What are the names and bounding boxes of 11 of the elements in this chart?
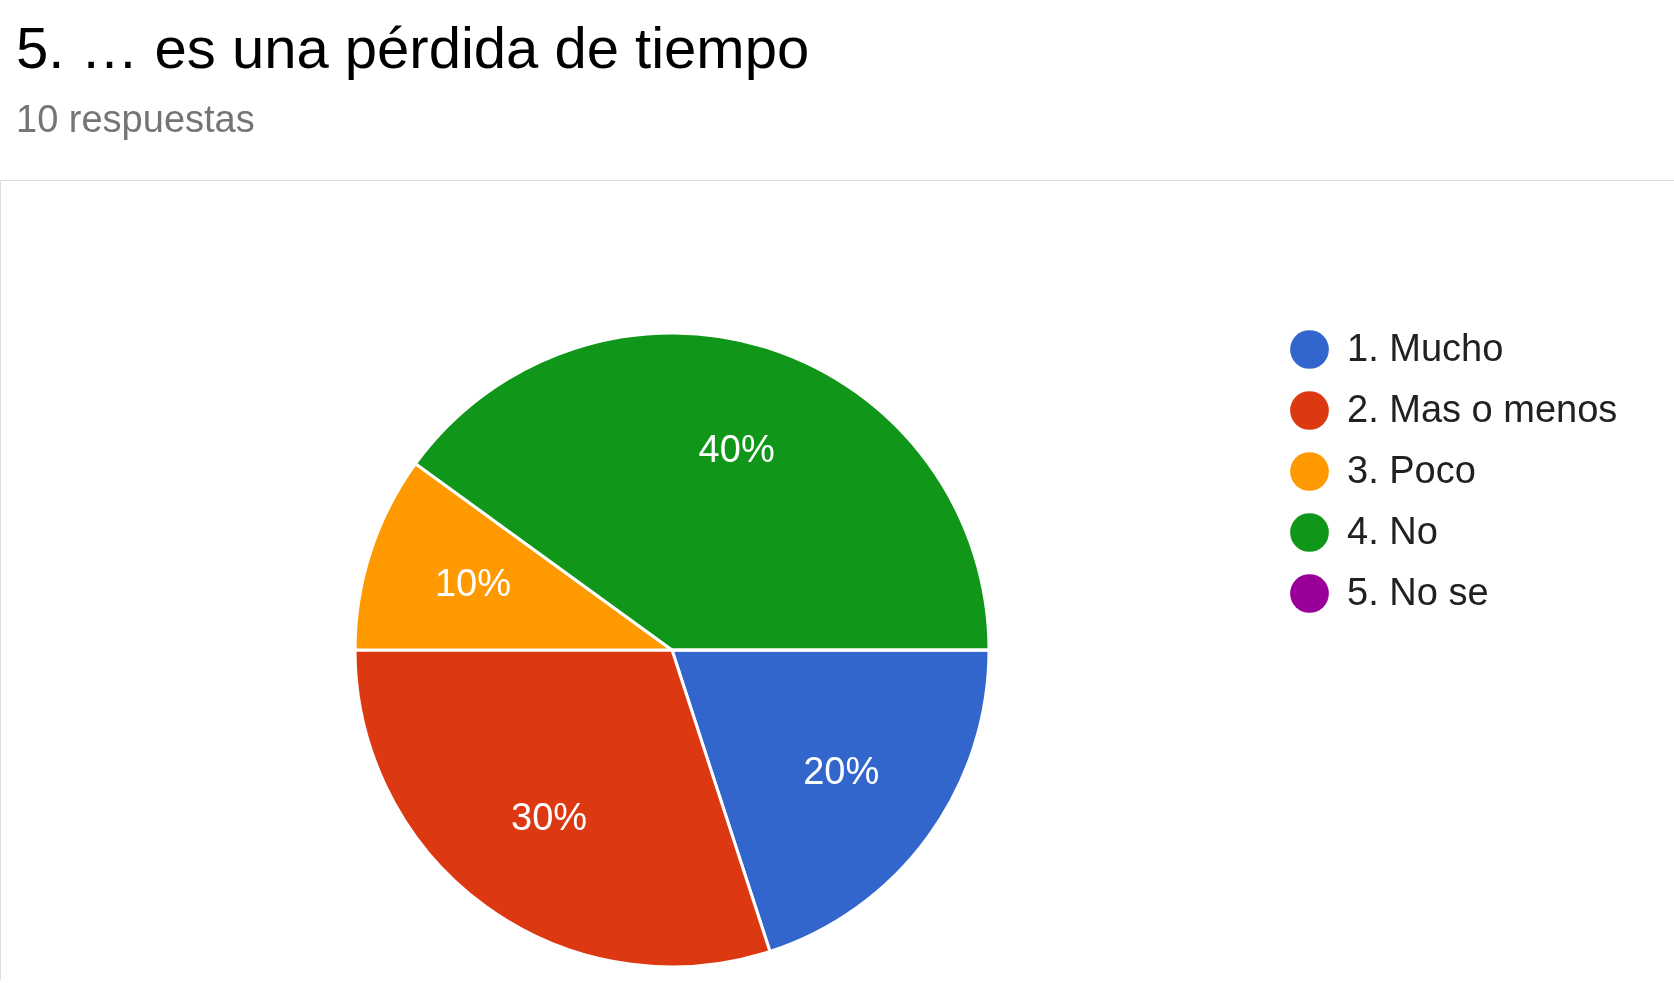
- data-label: 30%: [510, 796, 588, 839]
- data-label: 40%: [698, 428, 775, 471]
- chart-title: 5. … es una pérdida de tiempo: [16, 15, 810, 80]
- chart-subtitle: 10 respuestas: [16, 98, 255, 140]
- data-label: 20%: [803, 749, 880, 792]
- legend-label: 5. No se: [1347, 570, 1489, 613]
- legend-label: 3. Poco: [1347, 448, 1476, 491]
- legend-label: 4. No: [1347, 509, 1438, 552]
- data-label: 10%: [434, 562, 512, 605]
- legend-label: 1. Mucho: [1347, 326, 1504, 369]
- legend-label: 2. Mas o menos: [1347, 387, 1618, 430]
